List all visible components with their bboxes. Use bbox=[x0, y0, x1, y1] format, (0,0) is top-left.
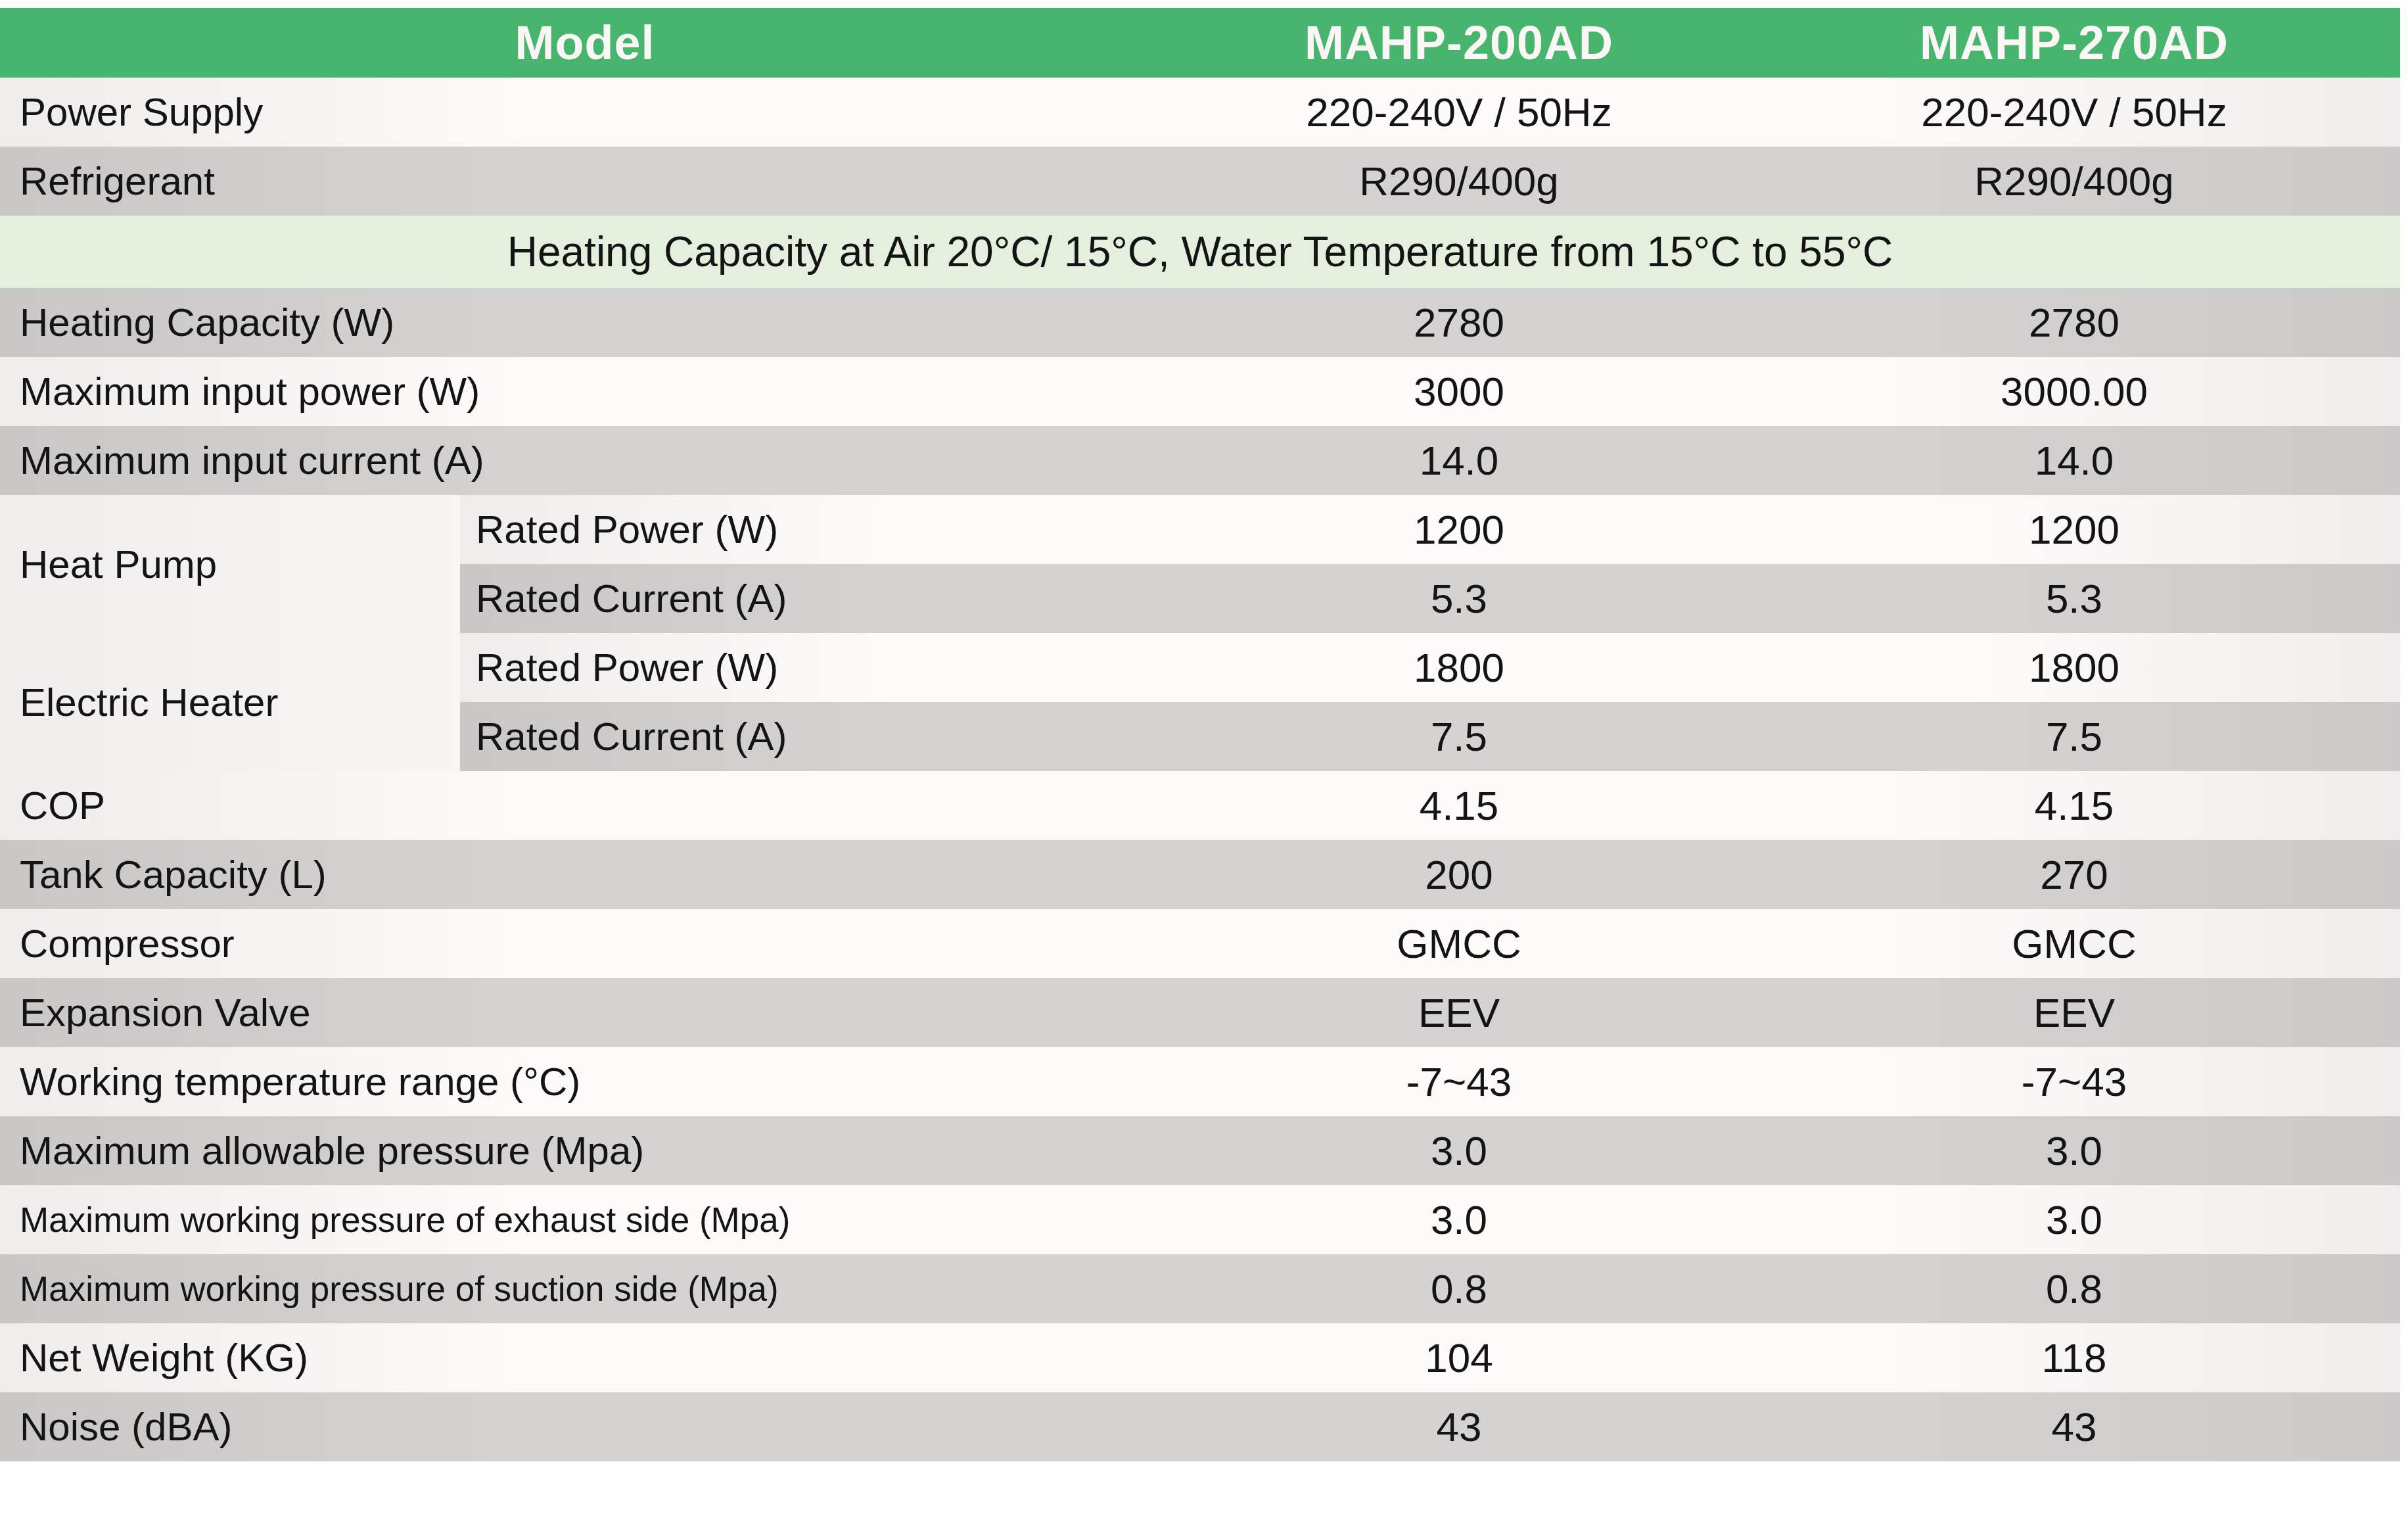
value-mahp-270ad: 1200 bbox=[1748, 495, 2400, 564]
value-mahp-200ad: 3000 bbox=[1170, 357, 1748, 426]
table-sub-row: Rated Current (A)5.35.3 bbox=[460, 564, 2400, 633]
value-mahp-200ad: 1200 bbox=[1170, 495, 1748, 564]
banner-text: Heating Capacity at Air 20°C/ 15°C, Wate… bbox=[507, 227, 1893, 276]
row-label: Maximum input current (A) bbox=[0, 426, 1170, 495]
row-label: Maximum working pressure of suction side… bbox=[0, 1254, 1170, 1323]
row-label: Net Weight (KG) bbox=[0, 1323, 1170, 1392]
value-mahp-270ad: 270 bbox=[1748, 840, 2400, 909]
value-mahp-200ad: -7~43 bbox=[1170, 1047, 1748, 1116]
table-row: Maximum working pressure of exhaust side… bbox=[0, 1185, 2400, 1254]
value-mahp-270ad: 2780 bbox=[1748, 288, 2400, 357]
value-mahp-200ad: 200 bbox=[1170, 840, 1748, 909]
sub-row-label: Rated Power (W) bbox=[460, 633, 1170, 702]
row-label: Compressor bbox=[0, 909, 1170, 978]
table-sub-row: Rated Current (A)7.57.5 bbox=[460, 702, 2400, 771]
value-mahp-270ad: 43 bbox=[1748, 1392, 2400, 1461]
group-subrows: Rated Power (W)18001800Rated Current (A)… bbox=[460, 633, 2400, 771]
value-mahp-200ad: 2780 bbox=[1170, 288, 1748, 357]
spec-table: Model MAHP-200AD MAHP-270AD Power Supply… bbox=[0, 8, 2400, 1461]
value-mahp-200ad: 104 bbox=[1170, 1323, 1748, 1392]
value-mahp-200ad: EEV bbox=[1170, 978, 1748, 1047]
table-row: Maximum input power (W)30003000.00 bbox=[0, 357, 2400, 426]
group-row: Heat PumpRated Power (W)12001200Rated Cu… bbox=[0, 495, 2400, 633]
row-label: Tank Capacity (L) bbox=[0, 840, 1170, 909]
table-row: Maximum input current (A)14.014.0 bbox=[0, 426, 2400, 495]
value-mahp-200ad: 7.5 bbox=[1170, 702, 1748, 771]
table-row: RefrigerantR290/400gR290/400g bbox=[0, 147, 2400, 216]
value-mahp-270ad: 14.0 bbox=[1748, 426, 2400, 495]
row-label: COP bbox=[0, 771, 1170, 840]
table-row: COP4.154.15 bbox=[0, 771, 2400, 840]
header-col-mahp-270ad: MAHP-270AD bbox=[1748, 8, 2400, 78]
group-label: Electric Heater bbox=[0, 633, 460, 771]
row-label: Expansion Valve bbox=[0, 978, 1170, 1047]
table-row: Tank Capacity (L)200270 bbox=[0, 840, 2400, 909]
value-mahp-270ad: GMCC bbox=[1748, 909, 2400, 978]
value-mahp-200ad: 4.15 bbox=[1170, 771, 1748, 840]
table-row: Expansion ValveEEVEEV bbox=[0, 978, 2400, 1047]
value-mahp-200ad: 3.0 bbox=[1170, 1116, 1748, 1185]
value-mahp-270ad: 3.0 bbox=[1748, 1185, 2400, 1254]
value-mahp-270ad: 0.8 bbox=[1748, 1254, 2400, 1323]
value-mahp-200ad: GMCC bbox=[1170, 909, 1748, 978]
heating-capacity-banner-row: Heating Capacity at Air 20°C/ 15°C, Wate… bbox=[0, 216, 2400, 288]
value-mahp-200ad: 5.3 bbox=[1170, 564, 1748, 633]
row-label: Working temperature range (°C) bbox=[0, 1047, 1170, 1116]
value-mahp-270ad: 5.3 bbox=[1748, 564, 2400, 633]
value-mahp-200ad: 43 bbox=[1170, 1392, 1748, 1461]
value-mahp-200ad: 1800 bbox=[1170, 633, 1748, 702]
table-row: Working temperature range (°C)-7~43-7~43 bbox=[0, 1047, 2400, 1116]
sub-row-label: Rated Current (A) bbox=[460, 564, 1170, 633]
table-row: Heating Capacity (W)27802780 bbox=[0, 288, 2400, 357]
value-mahp-200ad: 0.8 bbox=[1170, 1254, 1748, 1323]
value-mahp-270ad: -7~43 bbox=[1748, 1047, 2400, 1116]
table-sub-row: Rated Power (W)12001200 bbox=[460, 495, 2400, 564]
value-mahp-270ad: 220-240V / 50Hz bbox=[1748, 78, 2400, 147]
table-row: CompressorGMCCGMCC bbox=[0, 909, 2400, 978]
table-row: Maximum working pressure of suction side… bbox=[0, 1254, 2400, 1323]
sub-row-label: Rated Current (A) bbox=[460, 702, 1170, 771]
value-mahp-270ad: 7.5 bbox=[1748, 702, 2400, 771]
value-mahp-270ad: 4.15 bbox=[1748, 771, 2400, 840]
value-mahp-200ad: 220-240V / 50Hz bbox=[1170, 78, 1748, 147]
table-row: Maximum allowable pressure (Mpa)3.03.0 bbox=[0, 1116, 2400, 1185]
row-label: Noise (dBA) bbox=[0, 1392, 1170, 1461]
row-label: Maximum input power (W) bbox=[0, 357, 1170, 426]
value-mahp-270ad: 1800 bbox=[1748, 633, 2400, 702]
row-label: Heating Capacity (W) bbox=[0, 288, 1170, 357]
table-row: Net Weight (KG)104118 bbox=[0, 1323, 2400, 1392]
spec-sheet-page: Model MAHP-200AD MAHP-270AD Power Supply… bbox=[0, 0, 2408, 1535]
group-label: Heat Pump bbox=[0, 495, 460, 633]
value-mahp-270ad: 3000.00 bbox=[1748, 357, 2400, 426]
value-mahp-270ad: 118 bbox=[1748, 1323, 2400, 1392]
sub-row-label: Rated Power (W) bbox=[460, 495, 1170, 564]
value-mahp-200ad: R290/400g bbox=[1170, 147, 1748, 216]
value-mahp-200ad: 14.0 bbox=[1170, 426, 1748, 495]
value-mahp-270ad: R290/400g bbox=[1748, 147, 2400, 216]
row-label: Power Supply bbox=[0, 78, 1170, 147]
table-row: Power Supply220-240V / 50Hz220-240V / 50… bbox=[0, 78, 2400, 147]
value-mahp-270ad: 3.0 bbox=[1748, 1116, 2400, 1185]
header-model-label: Model bbox=[0, 8, 1170, 78]
header-col-mahp-200ad: MAHP-200AD bbox=[1170, 8, 1748, 78]
table-rows: Power Supply220-240V / 50Hz220-240V / 50… bbox=[0, 78, 2400, 1461]
table-header-row: Model MAHP-200AD MAHP-270AD bbox=[0, 8, 2400, 78]
row-label: Refrigerant bbox=[0, 147, 1170, 216]
value-mahp-200ad: 3.0 bbox=[1170, 1185, 1748, 1254]
value-mahp-270ad: EEV bbox=[1748, 978, 2400, 1047]
table-sub-row: Rated Power (W)18001800 bbox=[460, 633, 2400, 702]
table-row: Noise (dBA)4343 bbox=[0, 1392, 2400, 1461]
group-row: Electric HeaterRated Power (W)18001800Ra… bbox=[0, 633, 2400, 771]
row-label: Maximum working pressure of exhaust side… bbox=[0, 1185, 1170, 1254]
row-label: Maximum allowable pressure (Mpa) bbox=[0, 1116, 1170, 1185]
group-subrows: Rated Power (W)12001200Rated Current (A)… bbox=[460, 495, 2400, 633]
